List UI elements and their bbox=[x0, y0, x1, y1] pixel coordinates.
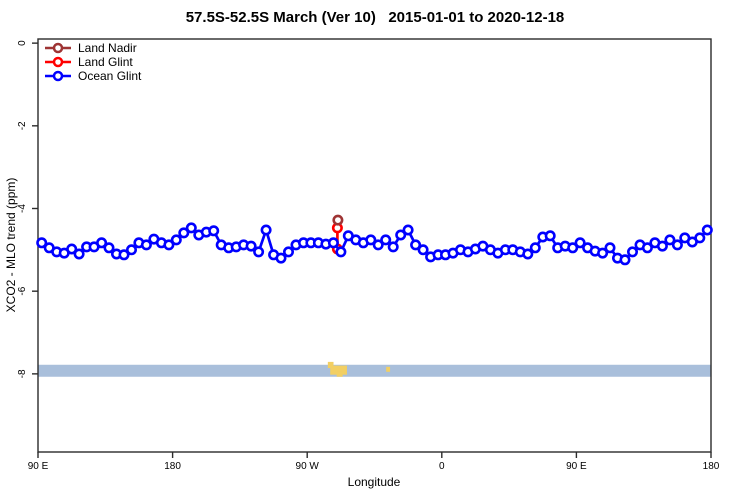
ocean-glint-point bbox=[544, 230, 556, 242]
x-tick-label: 180 bbox=[703, 461, 720, 472]
series-layer bbox=[36, 214, 713, 266]
x-axis-ticks: 90 E 180 90 W 0 90 E 180 bbox=[28, 452, 720, 472]
ocean-glint-point bbox=[96, 237, 108, 249]
ocean-glint-point bbox=[380, 234, 392, 246]
ocean-glint-point bbox=[395, 229, 407, 241]
ocean-glint-point bbox=[178, 227, 190, 239]
legend-land_glint-marker bbox=[52, 56, 64, 68]
ocean-glint-point bbox=[694, 232, 706, 244]
ocean-glint-point bbox=[641, 242, 653, 254]
ocean-glint-point bbox=[36, 237, 48, 249]
y-axis-label: XCO2 - MLO trend (ppm) bbox=[4, 178, 18, 313]
ocean-glint-point bbox=[275, 252, 287, 264]
land-nadir-point bbox=[332, 214, 344, 226]
ocean-glint-point bbox=[656, 240, 668, 252]
ocean-band bbox=[38, 364, 711, 377]
ocean-glint-point bbox=[402, 224, 414, 236]
y-tick-label: -8 bbox=[17, 369, 28, 378]
ocean-glint-point bbox=[245, 240, 257, 252]
ocean-glint-point bbox=[66, 243, 78, 255]
legend-ocean_glint-label: Ocean Glint bbox=[78, 69, 142, 83]
y-tick-label: -6 bbox=[17, 286, 28, 295]
ocean-glint-point bbox=[597, 247, 609, 259]
ocean-glint-point bbox=[327, 237, 339, 249]
land-mark bbox=[336, 371, 343, 377]
ocean-glint-point bbox=[387, 241, 399, 253]
ocean-glint-point bbox=[282, 246, 294, 258]
ocean-glint-point bbox=[103, 242, 115, 254]
y-tick-label: -4 bbox=[17, 204, 28, 213]
ocean-glint-point bbox=[260, 224, 272, 236]
ocean-glint-point bbox=[671, 239, 683, 251]
x-tick-label: 90 E bbox=[566, 461, 587, 472]
ocean-glint-point bbox=[140, 239, 152, 251]
ocean-glint-point bbox=[522, 248, 534, 260]
ocean-glint-point bbox=[529, 242, 541, 254]
ocean-glint-point bbox=[372, 239, 384, 251]
ocean-glint-point bbox=[626, 246, 638, 258]
ocean-glint-point bbox=[365, 234, 377, 246]
ocean-glint-point bbox=[170, 234, 182, 246]
legend-land_glint-label: Land Glint bbox=[78, 55, 133, 69]
land-mark bbox=[386, 366, 391, 372]
ocean-glint-point bbox=[253, 246, 265, 258]
ocean-glint-point bbox=[185, 222, 197, 234]
ocean-glint-point bbox=[335, 246, 347, 258]
y-tick-label: 0 bbox=[17, 40, 28, 46]
ocean-glint-point bbox=[163, 239, 175, 251]
ocean-glint-point bbox=[664, 234, 676, 246]
ocean-glint-point bbox=[701, 224, 713, 236]
ocean-glint-point bbox=[208, 225, 220, 237]
ocean-glint-point bbox=[417, 244, 429, 256]
y-axis-ticks: 0 -2 -4 -6 -8 bbox=[17, 40, 38, 378]
x-tick-label: 90 W bbox=[296, 461, 320, 472]
legend-land_nadir-marker bbox=[52, 42, 64, 54]
ocean-glint-point bbox=[567, 242, 579, 254]
ocean-glint-point bbox=[619, 254, 631, 266]
ocean-glint-point bbox=[118, 249, 130, 261]
legend-ocean_glint-marker bbox=[52, 70, 64, 82]
map-strip-layer bbox=[38, 361, 711, 377]
x-axis-label: Longitude bbox=[348, 475, 401, 489]
land-mark bbox=[330, 365, 347, 375]
land-mark bbox=[327, 361, 334, 369]
x-tick-label: 0 bbox=[439, 461, 445, 472]
ocean-glint-point bbox=[410, 239, 422, 251]
ocean-glint-point bbox=[604, 242, 616, 254]
ocean-glint-point bbox=[73, 248, 85, 260]
x-tick-label: 90 E bbox=[28, 461, 49, 472]
legend-land_nadir-label: Land Nadir bbox=[78, 41, 137, 55]
chart-title: 57.5S-52.5S March (Ver 10) 2015-01-01 to… bbox=[185, 9, 565, 26]
y-tick-label: -2 bbox=[17, 121, 28, 130]
ocean-glint-point bbox=[126, 244, 138, 256]
ocean-glint-point bbox=[574, 237, 586, 249]
x-tick-label: 180 bbox=[164, 461, 181, 472]
